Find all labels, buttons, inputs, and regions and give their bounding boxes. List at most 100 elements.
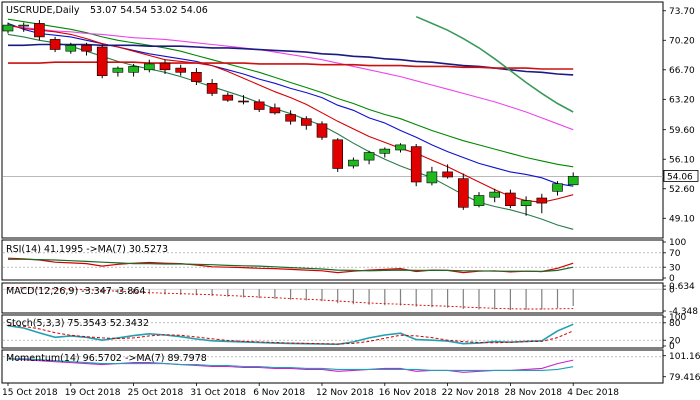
price-panel[interactable]: 73.70 70.20 66.70 63.20 59.60 56.10 52.60 49.10… [1,1,699,239]
moving-average-line [415,15,574,113]
momentum-panel-title: Momentum(14) 96.5702 ->MA(7) 89.7978 [6,353,207,364]
current-price-tag [663,169,699,182]
rsi-series-line [8,258,574,273]
stochastic-series-line [7,323,574,346]
bull-candle [18,24,30,27]
time-tick-label: 6 Nov 2018 [253,388,305,398]
bear-candle [332,139,344,169]
time-tick-label: 4 Dec 2018 [567,388,619,398]
stochastic-axis-tick-label: 20 [669,336,681,346]
bear-candle [253,101,265,110]
time-tick-label: 28 Nov 2018 [504,388,562,398]
momentum-axis-tick-label: 101.1693 [669,352,700,362]
bear-candle [300,118,312,126]
price-axis: 73.70 70.20 66.70 63.20 59.60 56.10 52.60 49.10 [663,7,695,224]
time-tick-label: 12 Nov 2018 [316,388,374,398]
time-tick-label: 16 Nov 2018 [379,388,437,398]
ohlc-readout: 53.07 54.54 53.02 54.06 [90,5,208,16]
price-axis-tick-label: 63.20 [669,96,695,106]
price-axis-tick-label: 52.60 [669,185,695,195]
bull-candle [363,152,375,161]
time-tick-label: 19 Oct 2018 [65,388,121,398]
bear-candle [34,23,45,38]
price-axis-tick-label: 49.10 [669,214,695,224]
macd-panel-title: MACD(12,26,9) -3.347 -3.864 [6,286,145,297]
rsi-axis-tick-label: 0 [669,274,675,284]
bull-candle [144,63,155,71]
price-axis-tick-label: 66.70 [669,66,695,76]
stochastic-axis-tick-label: 100 [669,313,686,323]
bear-candle [49,39,61,50]
bear-candle [175,67,186,73]
rsi-panel-title: RSI(14) 41.1995 ->MA(7) 30.5273 [6,244,168,255]
momentum-panel[interactable]: 101.1693 79.4165 Momentum(14) 96.5702 ->M… [1,349,700,384]
current-price-label: 54.06 [667,173,693,183]
price-axis-tick-label: 70.20 [669,36,695,46]
bear-candle [316,123,328,138]
bull-candle [520,200,532,207]
candles [2,20,579,216]
time-tick-label: 22 Nov 2018 [442,388,500,398]
momentum-axis-tick-label: 79.4165 [669,373,700,383]
momentum-axis: 101.1693 79.4165 [663,352,700,383]
bull-candle [65,44,77,52]
rsi-axis-tick-label: 70 [669,249,681,259]
momentum-lines [3,356,663,373]
bull-candle [552,183,563,192]
time-axis: 15 Oct 2018 19 Oct 2018 25 Oct 2018 31 Oct … [2,383,619,398]
bull-candle [567,176,579,186]
macd-axis-tick-label: 0.634 [669,282,695,292]
bear-candle [81,44,92,52]
rsi-lines [3,252,663,274]
price-axis-tick-label: 73.70 [669,7,695,17]
bear-candle [206,83,218,94]
bull-candle [426,171,438,184]
bear-candle [410,146,422,183]
moving-average-line [7,18,574,168]
bull-candle [395,144,406,151]
rsi-axis-tick-label: 100 [669,238,686,248]
momentum-series-line [8,358,574,371]
bull-candle [2,24,14,32]
stochastic-axis-tick-label: 80 [669,319,681,329]
bull-candle [348,159,359,167]
bull-candle [379,148,391,154]
macd-axis-tick-label: 0 [669,285,675,295]
time-tick-label: 15 Oct 2018 [2,388,58,398]
rsi-panel-frame [1,239,664,281]
momentum-panel-frame [1,349,664,384]
bear-candle [269,107,281,114]
bear-candle [505,192,516,206]
price-panel-frame [1,1,664,239]
bull-candle [112,67,124,73]
bear-candle [222,94,234,101]
bear-candle [96,46,108,77]
price-axis-tick-label: 56.10 [669,155,695,165]
stochastic-series-line [7,324,574,345]
moving-average-line [7,24,574,203]
price-axis-tick-label: 59.60 [669,126,695,136]
bear-candle [457,178,469,208]
stochastic-panel-title: Stoch(5,3,3) 75.3543 52.3432 [6,318,149,329]
bear-candle [442,171,453,178]
bull-candle [473,195,485,206]
stochastic-lines [3,322,663,346]
stochastic-axis-tick-label: 0 [669,342,675,352]
stochastic-panel-frame [1,314,664,349]
bear-candle [238,100,249,103]
bull-candle [489,191,501,198]
bear-candle [191,72,202,82]
time-tick-label: 25 Oct 2018 [128,388,184,398]
bull-candle [128,66,139,73]
macd-histogram [3,287,663,311]
macd-panel-frame [1,282,664,314]
momentum-series-line [7,358,574,373]
